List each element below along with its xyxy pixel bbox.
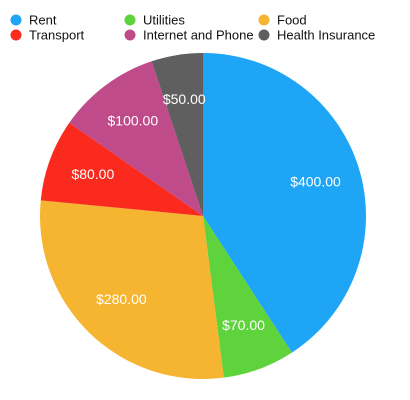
slice-label: $100.00 <box>108 113 159 129</box>
pie-slice <box>69 61 203 217</box>
legend-label: Food <box>277 12 307 27</box>
legend-swatch <box>124 29 136 41</box>
legend-swatch <box>258 29 270 41</box>
pie-slice <box>39 200 224 379</box>
slice-label: $80.00 <box>71 166 114 182</box>
legend-label: Utilities <box>143 12 185 27</box>
legend-label: Rent <box>29 12 57 27</box>
legend-label: Internet and Phone <box>143 27 254 42</box>
pie-slice <box>203 216 292 378</box>
pie-slice <box>151 53 203 216</box>
pie-slice <box>40 122 203 216</box>
slice-label: $400.00 <box>290 173 341 189</box>
legend-swatch <box>10 29 22 41</box>
pie-slice <box>203 53 366 353</box>
legend-swatch <box>124 14 136 26</box>
legend-swatch <box>10 14 22 26</box>
legend-label: Health Insurance <box>277 27 375 42</box>
legend-swatch <box>258 14 270 26</box>
slice-label: $70.00 <box>222 317 265 333</box>
legend-label: Transport <box>29 27 85 42</box>
slice-label: $280.00 <box>96 291 147 307</box>
slice-label: $50.00 <box>163 91 206 107</box>
